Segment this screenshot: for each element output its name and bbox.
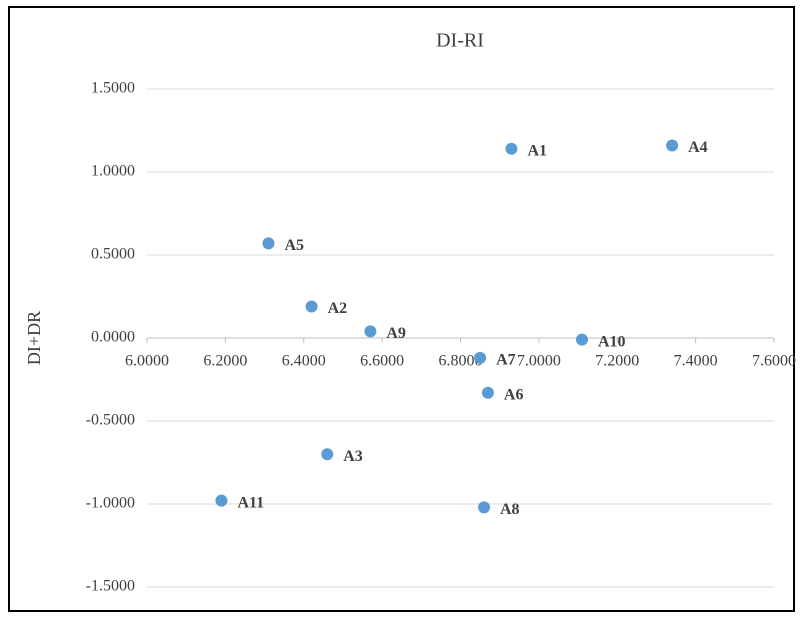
x-tick-label: 7.0000 <box>517 353 561 370</box>
point <box>215 494 228 507</box>
y-tick-label: 0.5000 <box>91 246 135 263</box>
point <box>305 300 318 313</box>
point-label: A11 <box>237 494 264 511</box>
point <box>321 448 334 461</box>
point <box>505 142 518 155</box>
chart-title: DI-RI <box>436 30 484 52</box>
chart-frame <box>8 6 795 612</box>
point-label: A2 <box>328 300 348 317</box>
point-label: A4 <box>688 139 708 156</box>
x-tick-label: 7.6000 <box>752 353 796 370</box>
y-tick-label: -1.5000 <box>86 578 135 595</box>
x-tick-label: 6.4000 <box>282 353 326 370</box>
point-label: A9 <box>386 325 406 342</box>
point-label: A1 <box>527 142 547 159</box>
y-axis-label: DI+DR <box>24 311 44 365</box>
x-tick-label: 6.8000 <box>439 353 483 370</box>
x-tick-label: 7.2000 <box>595 353 639 370</box>
y-tick-label: 0.0000 <box>91 329 135 346</box>
point-label: A7 <box>496 352 516 369</box>
point <box>262 237 275 250</box>
x-tick-label: 6.2000 <box>203 353 247 370</box>
point <box>481 386 494 399</box>
x-tick-label: 7.4000 <box>674 353 718 370</box>
point-label: A6 <box>504 386 524 403</box>
point-label: A8 <box>500 501 520 518</box>
point-label: A10 <box>598 333 626 350</box>
point <box>575 333 588 346</box>
point <box>474 351 487 364</box>
point <box>364 325 377 338</box>
y-tick-label: 1.5000 <box>91 80 135 97</box>
y-tick-label: 1.0000 <box>91 163 135 180</box>
point-label: A3 <box>343 448 363 465</box>
point <box>666 139 679 152</box>
y-tick-label: -0.5000 <box>86 412 135 429</box>
x-tick-label: 6.0000 <box>125 353 169 370</box>
y-tick-label: -1.0000 <box>86 495 135 512</box>
x-tick-label: 6.6000 <box>360 353 404 370</box>
point-label: A5 <box>284 237 304 254</box>
point <box>478 501 491 514</box>
